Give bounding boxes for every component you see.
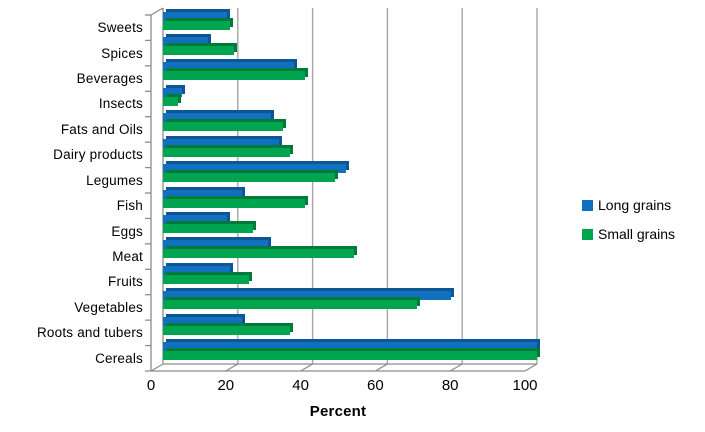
- bar-small-grains-insects: [163, 96, 178, 106]
- bar-small-grains-fats-and-oils: [163, 122, 283, 132]
- category-label-meat: Meat: [112, 249, 143, 265]
- category-label-fats-and-oils: Fats and Oils: [60, 121, 143, 137]
- category-label-legumes: Legumes: [86, 172, 143, 188]
- x-tick-label-80: 80: [441, 377, 459, 394]
- x-axis-title: Percent: [309, 403, 367, 420]
- legend-swatch-long-grains: [582, 199, 593, 211]
- bar-long-grains-cereals: [163, 342, 537, 352]
- category-label-dairy-products: Dairy products: [53, 147, 143, 163]
- bar-long-grains-dairy-products: [163, 138, 279, 148]
- x-tick-label-20: 20: [217, 377, 235, 394]
- bar-long-grains-spices: [163, 36, 208, 46]
- bar-long-grains-vegetables: [163, 291, 451, 301]
- x-tick-20: [225, 363, 239, 372]
- bar-long-grains-fats-and-oils: [163, 113, 272, 123]
- bar-small-grains-dairy-products: [163, 147, 291, 157]
- x-tick-label-40: 40: [292, 377, 309, 394]
- bar-long-grains-eggs: [163, 214, 227, 224]
- wall-top-edge: [150, 7, 164, 16]
- legend-swatch-small-grains: [582, 228, 593, 240]
- legend-item-long-grains: Long grains: [582, 197, 675, 213]
- category-label-cereals: Cereals: [95, 350, 143, 366]
- x-tick-40: [300, 363, 313, 372]
- bar-small-grains-meat: [163, 249, 354, 259]
- x-tick-label-60: 60: [367, 377, 384, 394]
- bar-long-grains-meat: [163, 240, 268, 250]
- legend-label-long-grains: Long grains: [598, 197, 672, 213]
- x-tick-60: [375, 363, 388, 372]
- legend: Long grains Small grains: [582, 197, 675, 255]
- legend-label-small-grains: Small grains: [598, 226, 676, 242]
- x-tick-100: [524, 363, 538, 372]
- category-label-insects: Insects: [98, 96, 143, 112]
- x-tick-label-100: 100: [512, 377, 538, 394]
- bar-long-grains-fish: [163, 189, 242, 199]
- bar-long-grains-beverages: [163, 62, 294, 72]
- bar-long-grains-legumes: [163, 164, 347, 174]
- category-label-beverages: Beverages: [76, 71, 143, 87]
- plot-area: [163, 8, 547, 364]
- bar-small-grains-fruits: [163, 274, 250, 284]
- bar-small-grains-eggs: [163, 223, 253, 233]
- category-label-spices: Spices: [101, 45, 143, 61]
- bar-small-grains-vegetables: [163, 300, 418, 310]
- bar-small-grains-roots-and-tubers: [163, 325, 291, 335]
- legend-item-small-grains: Small grains: [582, 226, 675, 242]
- category-label-sweets: Sweets: [97, 20, 143, 36]
- bar-small-grains-sweets: [163, 20, 231, 30]
- category-label-roots-and-tubers: Roots and tubers: [36, 325, 143, 341]
- category-label-eggs: Eggs: [111, 223, 143, 239]
- bar-long-grains-sweets: [163, 11, 227, 21]
- bar-small-grains-spices: [163, 45, 235, 55]
- category-label-fruits: Fruits: [108, 274, 143, 290]
- bar-small-grains-legumes: [163, 173, 336, 183]
- bar-long-grains-insects: [163, 87, 182, 97]
- category-label-fish: Fish: [116, 198, 143, 214]
- x-tick-label-0: 0: [146, 377, 156, 394]
- category-label-vegetables: Vegetables: [74, 299, 143, 315]
- x-tick-80: [449, 363, 463, 372]
- bar-long-grains-roots-and-tubers: [163, 316, 242, 326]
- bar-small-grains-beverages: [163, 71, 306, 81]
- x-tick-0: [150, 363, 164, 372]
- bar-small-grains-cereals: [163, 351, 537, 361]
- category-axis: Sweets Spices Beverages Insects Fats and Oil…: [0, 0, 145, 432]
- bar-small-grains-fish: [163, 198, 306, 208]
- bar-long-grains-fruits: [163, 265, 231, 275]
